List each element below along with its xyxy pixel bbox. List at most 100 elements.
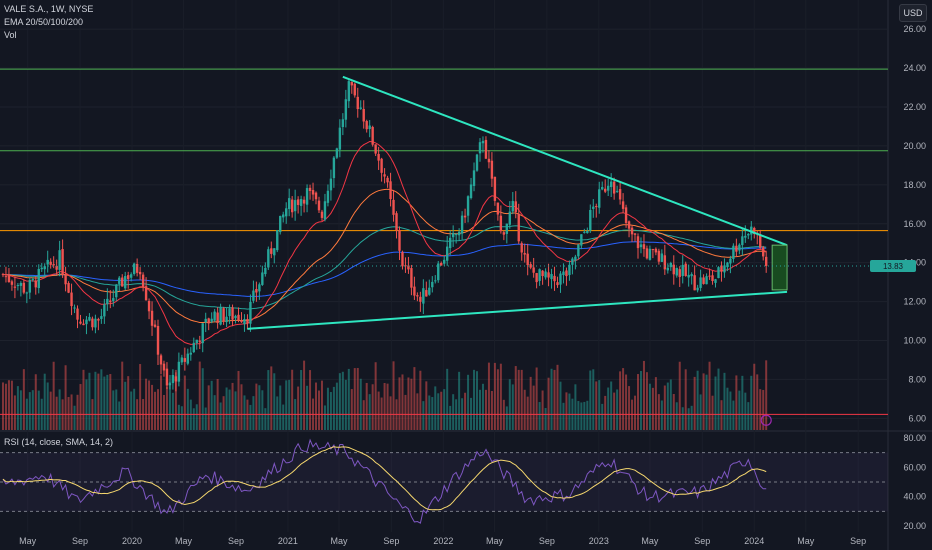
candle-body <box>735 245 738 252</box>
volume-bar <box>625 374 628 430</box>
volume-bar <box>651 387 654 430</box>
volume-bar <box>148 380 151 430</box>
volume-bar <box>425 381 428 430</box>
candle-body <box>541 270 544 277</box>
candle-body <box>124 276 127 289</box>
volume-bar <box>1 382 4 430</box>
candle-body <box>258 284 261 292</box>
time-tick-label: Sep <box>383 536 399 546</box>
volume-bar <box>580 402 583 430</box>
candle-body <box>431 281 434 288</box>
candle-body <box>103 304 106 317</box>
volume-legend[interactable]: Vol <box>4 30 17 40</box>
price-tick-label: 8.00 <box>908 374 926 384</box>
candle-body <box>651 249 655 251</box>
volume-bar <box>317 390 320 430</box>
time-tick-label: May <box>331 536 349 546</box>
candle-body <box>219 307 222 325</box>
volume-bar <box>10 380 13 430</box>
candle-body <box>478 142 482 154</box>
candle-body <box>195 339 198 344</box>
candle-body <box>499 215 503 232</box>
symbol-legend[interactable]: VALE S.A., 1W, NYSE <box>4 4 94 14</box>
ema-100-line <box>3 225 767 310</box>
volume-bar <box>374 362 377 430</box>
volume-bar <box>16 386 19 430</box>
candle-body <box>276 230 279 251</box>
volume-bar <box>419 370 422 430</box>
volume-bar <box>574 384 577 430</box>
candle-body <box>526 253 529 266</box>
price-tick-label: 10.00 <box>903 335 926 345</box>
candle-body <box>559 273 562 285</box>
volume-bar <box>756 374 759 430</box>
candle-body <box>183 358 187 362</box>
candle-body <box>460 215 464 234</box>
volume-bar <box>320 380 323 430</box>
candles <box>1 80 768 392</box>
volume-bar <box>371 384 374 430</box>
currency-button[interactable]: USD <box>899 4 927 22</box>
volume-bar <box>496 369 499 430</box>
candle-body <box>520 243 523 253</box>
candle-body <box>606 185 610 191</box>
volume-bar <box>526 396 529 430</box>
candle-body <box>82 323 85 326</box>
candle-body <box>320 211 324 218</box>
rsi-ma-line <box>2 446 767 511</box>
candle-body <box>267 249 270 268</box>
volume-bar <box>458 371 461 430</box>
volume-bar <box>183 375 186 430</box>
candle-body <box>371 126 374 145</box>
volume-bar <box>145 378 148 430</box>
candle-body <box>529 264 532 268</box>
volume-bar <box>538 402 541 430</box>
candle-body <box>34 280 37 288</box>
volume-bar <box>326 387 329 430</box>
volume-bar <box>747 402 750 430</box>
volume-bar <box>350 389 353 430</box>
rsi-legend[interactable]: RSI (14, close, SMA, 14, 2) <box>4 437 114 447</box>
time-tick-label: May <box>175 536 193 546</box>
volume-bar <box>410 378 413 430</box>
candle-body <box>490 160 494 179</box>
volume-bar <box>192 408 195 430</box>
candle-body <box>201 323 204 344</box>
candle-body <box>243 318 246 325</box>
candle-body <box>296 199 300 205</box>
volume-bar <box>628 386 631 430</box>
volume-bar <box>291 369 294 430</box>
candle-body <box>138 271 142 275</box>
ema-legend[interactable]: EMA 20/50/100/200 <box>4 17 84 27</box>
volume-bar <box>210 380 213 430</box>
candle-body <box>410 268 413 288</box>
candle-body <box>132 263 136 274</box>
volume-bar <box>476 371 479 430</box>
volume-bar <box>225 387 228 430</box>
candle-body <box>186 353 190 364</box>
volume-bar <box>279 385 282 430</box>
candle-body <box>443 259 446 264</box>
volume-bar <box>94 371 97 430</box>
volume-bar <box>55 396 58 430</box>
candle-body <box>496 202 500 215</box>
volume-bar <box>67 397 70 430</box>
volume-bar <box>547 377 550 430</box>
candle-body <box>246 319 249 324</box>
volume-bar <box>589 370 592 430</box>
candle-body <box>401 252 404 267</box>
candle-body <box>204 318 207 323</box>
volume-bar <box>64 365 67 430</box>
volume-bar <box>452 394 455 430</box>
volume-bar <box>267 370 270 430</box>
volume-bar <box>88 372 91 430</box>
candle-body <box>630 227 634 235</box>
candle-body <box>445 246 449 261</box>
candle-body <box>547 272 550 278</box>
volume-bar <box>487 362 490 430</box>
candle-body <box>448 237 452 249</box>
candle-body <box>135 263 139 273</box>
candle-body <box>502 232 506 235</box>
candle-body <box>389 181 392 200</box>
